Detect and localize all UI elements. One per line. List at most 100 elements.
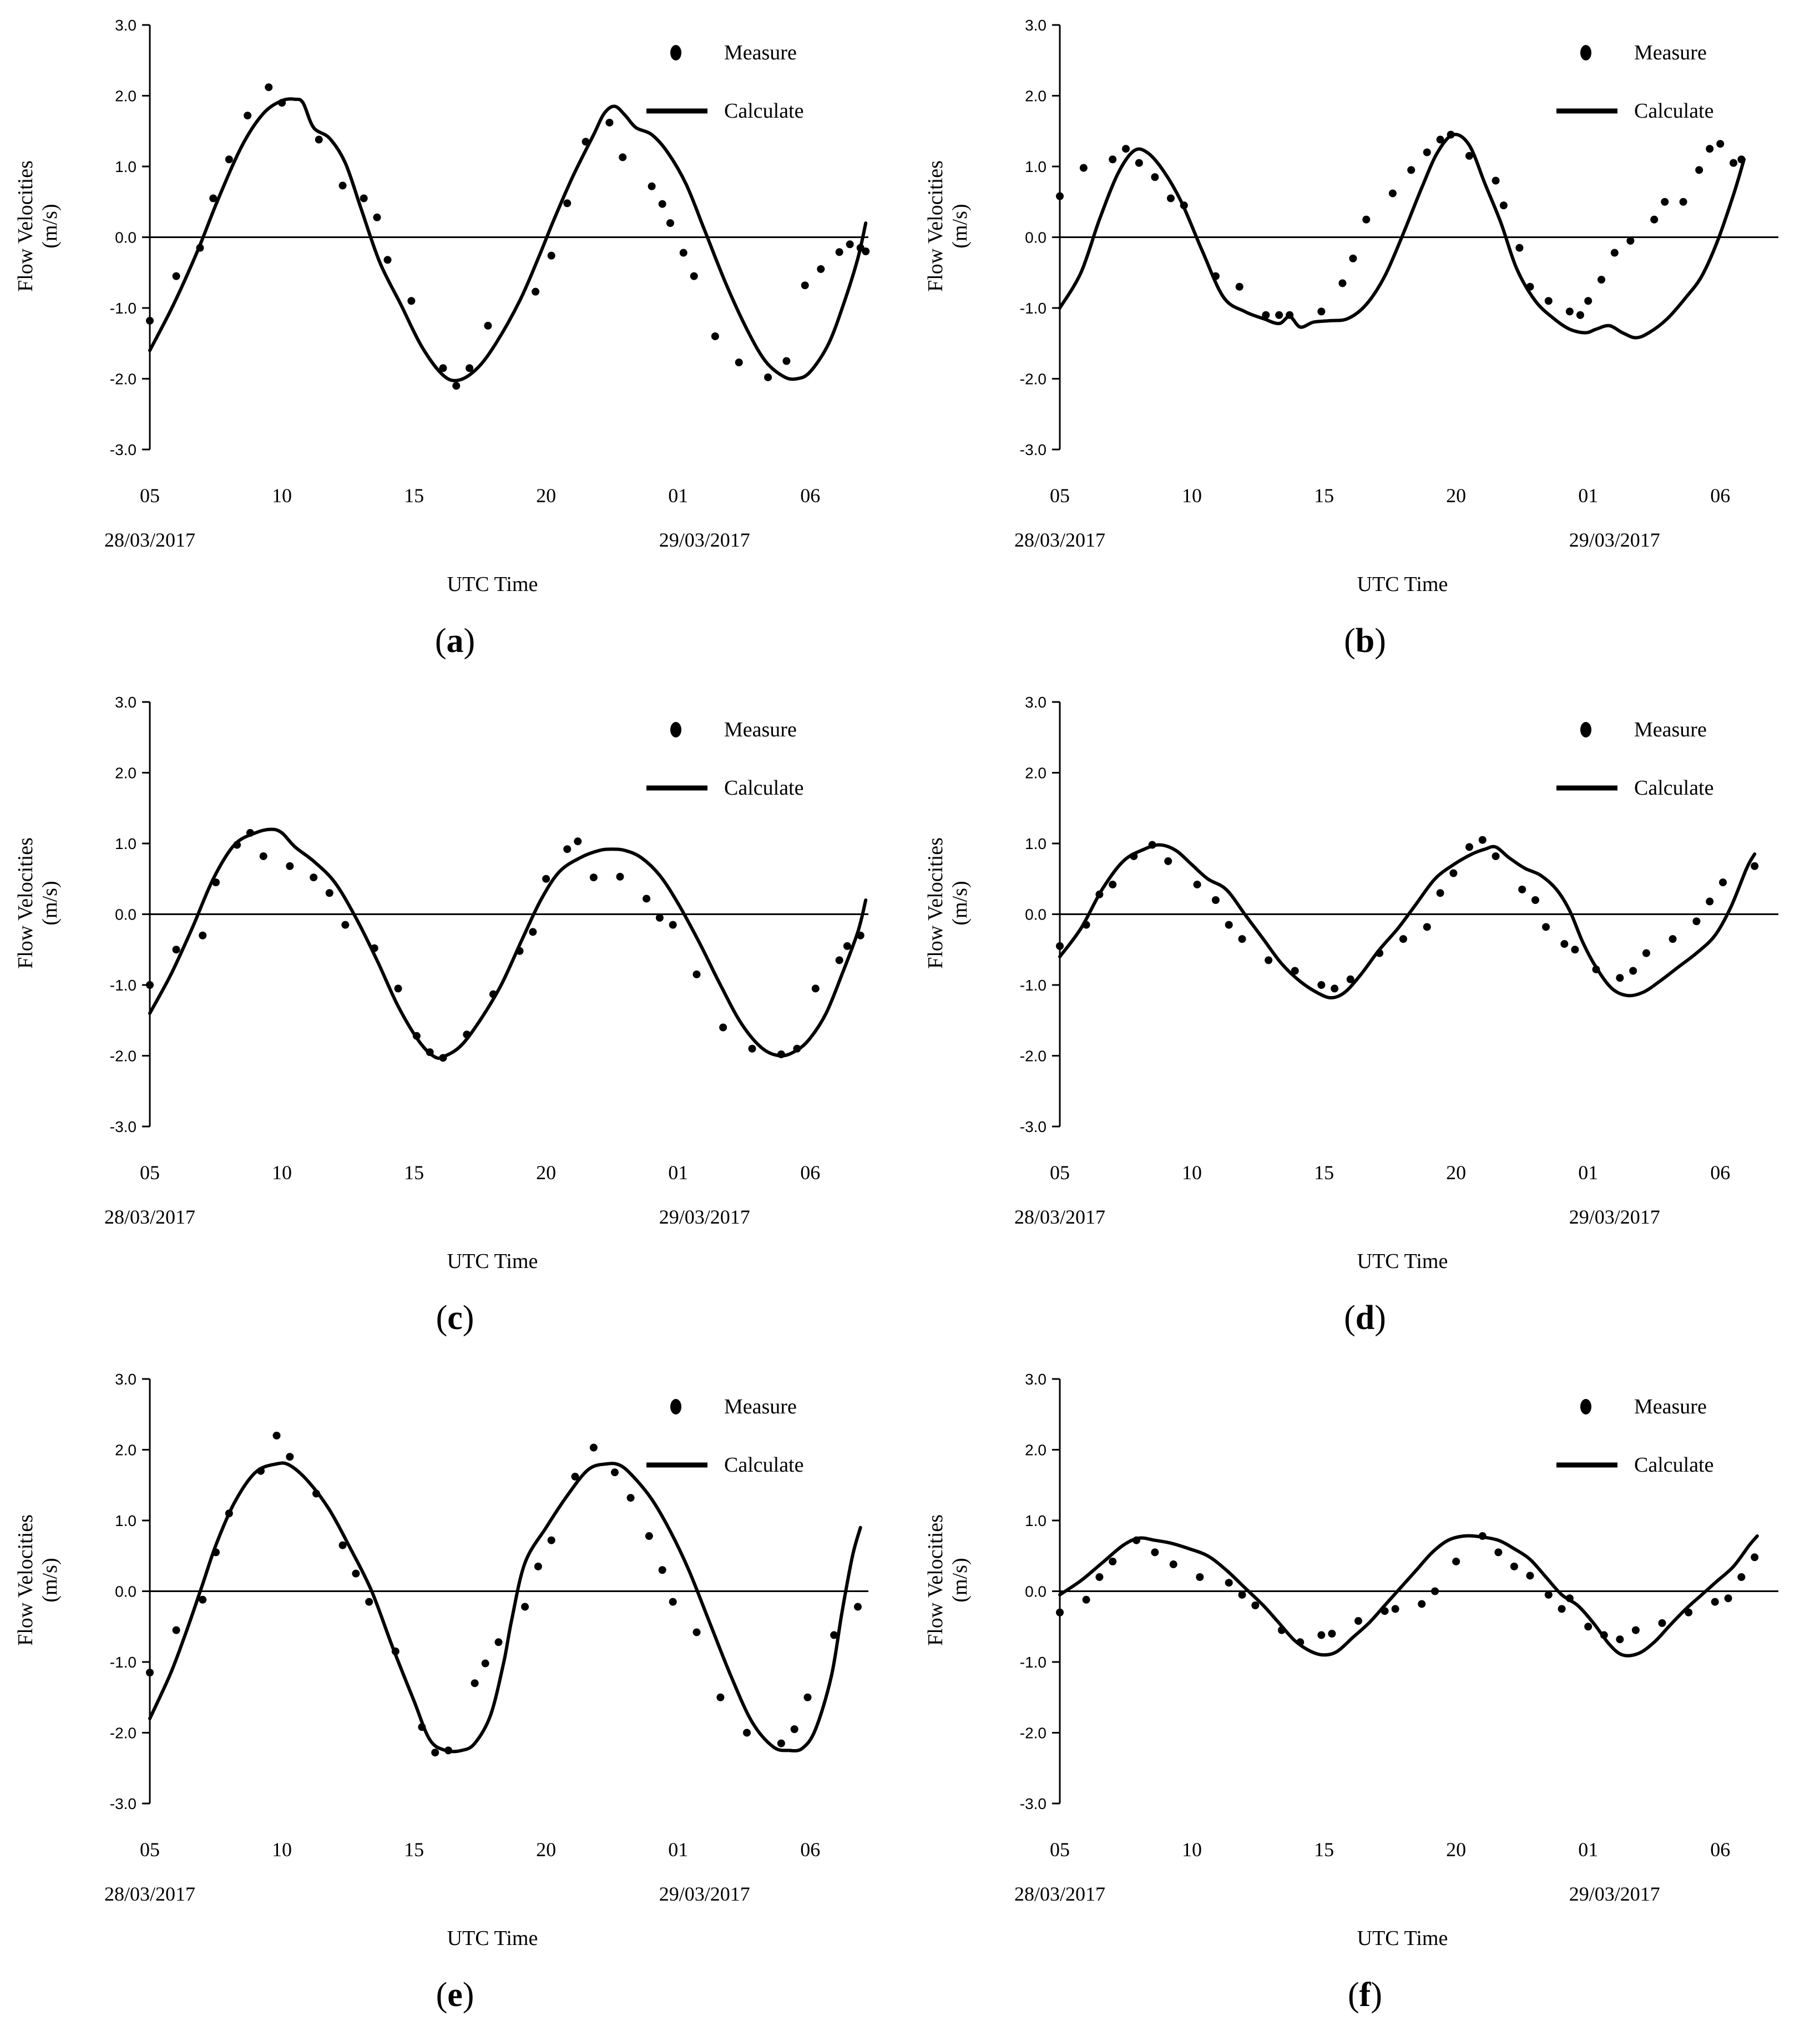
measure-point	[1719, 878, 1727, 887]
measure-point	[1423, 148, 1431, 156]
measure-point	[529, 928, 537, 936]
measure-point	[1211, 272, 1220, 280]
measure-point	[1685, 1608, 1693, 1616]
chart-svg-b: 3.0 2.0 1.0 0.0 -1.0 -2.0 -3.0 05 10 15 20 01 06 28/0…	[924, 17, 1778, 660]
measure-point	[1423, 923, 1431, 931]
measure-point	[563, 845, 572, 853]
measure-point	[1560, 940, 1569, 948]
measure-point	[1381, 1607, 1389, 1615]
x-tick-label: 05	[140, 1161, 160, 1184]
measure-point	[325, 889, 333, 897]
measure-point	[394, 984, 402, 993]
measure-point	[690, 272, 698, 280]
measure-point	[1056, 1608, 1064, 1616]
measure-point	[589, 873, 598, 882]
measure-point	[1478, 836, 1487, 844]
panel-label: (c)	[436, 1299, 474, 1337]
measure-point	[735, 358, 743, 367]
y-tick-label: -2.0	[110, 371, 136, 388]
measure-point	[233, 841, 241, 849]
measure-point	[1376, 949, 1384, 957]
measure-point	[1565, 307, 1574, 316]
measure-point	[244, 112, 252, 120]
measure-point	[352, 1569, 360, 1578]
x-tick-label: 15	[404, 1161, 424, 1184]
measure-point	[1531, 896, 1539, 904]
chart-svg-f: 3.0 2.0 1.0 0.0 -1.0 -2.0 -3.0 05 10 15 20 01 06 28/0…	[924, 1371, 1778, 2014]
measure-point	[645, 1532, 653, 1540]
y-tick-label: 0.0	[1025, 906, 1046, 923]
y-tick-label: 3.0	[1025, 1371, 1046, 1388]
x-tick-label: 06	[1710, 484, 1730, 507]
legend-measure-marker	[1580, 1399, 1591, 1414]
measure-point	[571, 1472, 579, 1481]
y-tick-label: 2.0	[1025, 1442, 1046, 1459]
y-axis-label: Flow Velocities	[924, 1514, 947, 1646]
measure-point	[1388, 189, 1397, 198]
measure-point	[711, 332, 719, 340]
measure-point	[1122, 145, 1130, 153]
y-axis-unit: (m/s)	[38, 881, 62, 925]
x-tick-label: 01	[1578, 484, 1598, 507]
x-axis-label: UTC Time	[447, 1927, 538, 1950]
y-tick-label: -3.0	[1020, 1118, 1046, 1135]
measure-point	[383, 256, 392, 264]
measure-point	[452, 382, 461, 390]
x-tick-label: 15	[404, 1838, 424, 1861]
measure-point	[1492, 176, 1500, 185]
y-tick-label: 1.0	[1025, 158, 1046, 175]
measure-point	[1465, 151, 1473, 160]
date-label-end: 29/03/2017	[1569, 1883, 1660, 1905]
x-tick-label: 06	[1710, 1161, 1730, 1184]
measure-point	[1492, 852, 1500, 860]
measure-point	[341, 921, 350, 929]
x-tick-label: 10	[1182, 1161, 1202, 1184]
chart-svg-c: 3.0 2.0 1.0 0.0 -1.0 -2.0 -3.0 05 10 15 20 01 06 28/0…	[14, 694, 868, 1337]
measure-point	[1180, 201, 1188, 210]
measure-point	[1436, 135, 1444, 144]
y-axis-label: Flow Velocities	[14, 837, 37, 969]
y-tick-label: 2.0	[115, 88, 136, 105]
y-tick-label: 1.0	[1025, 1512, 1046, 1529]
panel-label: (d)	[1344, 1299, 1386, 1337]
legend-calculate-label: Calculate	[1634, 1453, 1713, 1477]
panel-label: (a)	[435, 622, 475, 660]
measure-point	[418, 1723, 426, 1731]
measure-point	[1109, 880, 1117, 888]
legend-measure-label: Measure	[724, 718, 797, 741]
measure-point	[790, 1725, 798, 1734]
panel-label: (e)	[436, 1976, 474, 2014]
y-axis-unit: (m/s)	[948, 1558, 972, 1602]
y-axis-unit: (m/s)	[38, 1558, 62, 1602]
calculate-series-line	[148, 1461, 862, 1754]
measure-point	[1584, 297, 1593, 305]
measure-point	[209, 194, 218, 203]
measure-point	[225, 155, 233, 164]
measure-point	[1079, 164, 1088, 172]
measure-point	[1354, 1617, 1362, 1625]
measure-point	[278, 99, 286, 107]
measure-point	[1235, 282, 1243, 291]
measure-point	[1130, 852, 1138, 860]
x-tick-label: 06	[800, 484, 820, 507]
measure-point	[542, 875, 550, 883]
x-tick-label: 05	[1050, 1838, 1070, 1861]
legend-calculate-label: Calculate	[1634, 99, 1713, 123]
legend-measure-marker	[670, 1399, 681, 1414]
measure-point	[534, 1562, 542, 1570]
measure-point	[1558, 1605, 1566, 1613]
measure-point	[1135, 159, 1143, 167]
measure-point	[1751, 1553, 1759, 1562]
measure-point	[658, 1566, 666, 1574]
measure-point	[172, 1626, 180, 1634]
measure-point	[1262, 311, 1270, 319]
x-tick-label: 01	[1578, 1838, 1598, 1861]
x-tick-label: 10	[1182, 1838, 1202, 1861]
measure-point	[669, 1598, 677, 1606]
measure-point	[1109, 1557, 1117, 1565]
y-axis-label: Flow Velocities	[14, 1514, 37, 1646]
x-tick-label: 06	[1710, 1838, 1730, 1861]
x-tick-label: 05	[140, 484, 160, 507]
panel-label: (b)	[1344, 622, 1386, 660]
measure-point	[272, 1432, 281, 1439]
